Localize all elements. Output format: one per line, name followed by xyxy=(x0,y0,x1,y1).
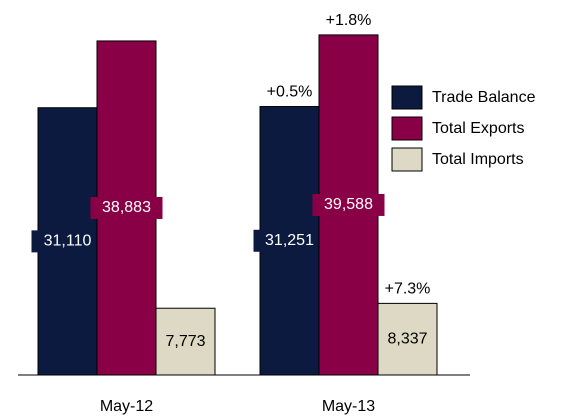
x-tick-label: May-13 xyxy=(322,398,375,415)
x-tick-label: May-12 xyxy=(100,398,153,415)
value-label-bg xyxy=(253,229,326,252)
value-label-bg xyxy=(31,230,104,253)
bar xyxy=(377,302,438,376)
value-label: 38,883 xyxy=(102,199,151,216)
value-label-bg xyxy=(312,193,385,216)
change-label: +0.5% xyxy=(267,84,313,101)
change-label: +7.3% xyxy=(385,281,431,298)
change-label: +1.8% xyxy=(326,12,372,29)
value-label-bg xyxy=(90,196,163,219)
legend-swatch xyxy=(391,147,423,172)
value-label: 7,773 xyxy=(165,333,205,350)
legend-label: Total Imports xyxy=(432,151,524,168)
legend-label: Trade Balance xyxy=(432,89,536,106)
legend-swatch xyxy=(391,85,423,110)
legend-swatch xyxy=(391,116,423,141)
value-label: 39,588 xyxy=(324,196,373,213)
bar xyxy=(155,307,216,376)
value-label: 31,110 xyxy=(44,233,92,250)
value-label: 8,337 xyxy=(387,330,427,347)
legend-label: Total Exports xyxy=(432,120,524,137)
value-label: 31,251 xyxy=(265,232,314,249)
